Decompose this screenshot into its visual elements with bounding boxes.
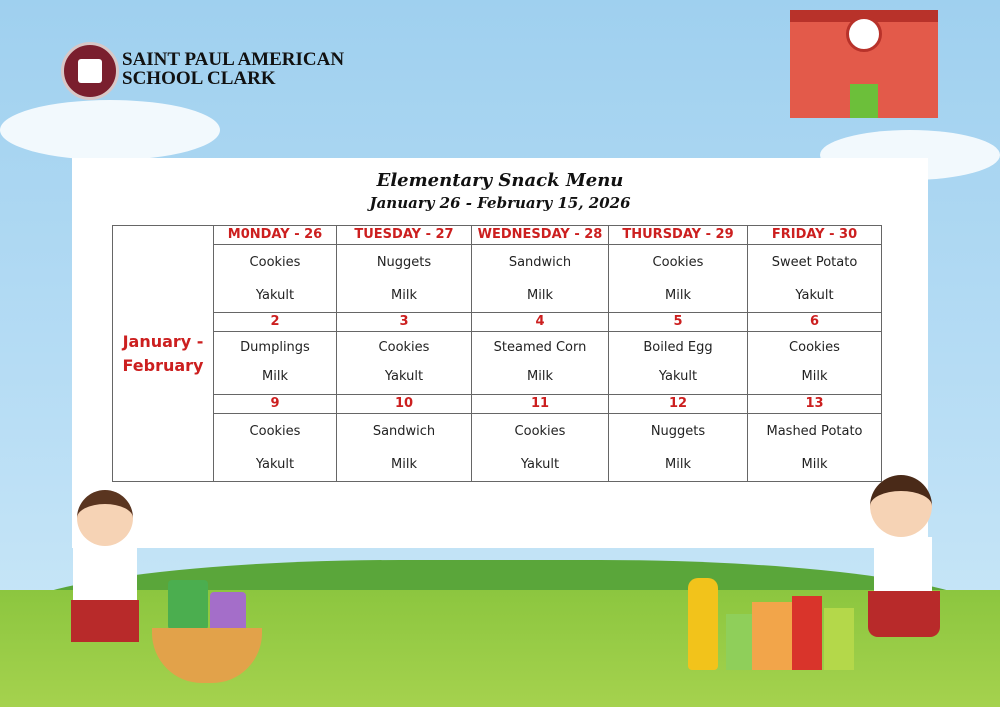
day-header: 13 [747,394,882,414]
drink-item: Milk [665,457,691,472]
girl-illustration [860,475,960,680]
snack-item: Cookies [249,424,301,439]
snack-menu-table: January - February M0NDAY - 26 TUESDAY - 2… [112,225,882,482]
snack-basket-illustration [152,580,262,685]
drink-item: Milk [527,288,553,303]
drink-item: Milk [262,369,288,384]
school-logo [61,42,119,100]
school-building-illustration [790,10,938,118]
snack-cell: Cookies Yakult [213,413,337,482]
snack-cell: Cookies Yakult [471,413,609,482]
day-header: WEDNESDAY - 28 [471,225,609,245]
drink-item: Milk [801,369,828,384]
day-header: 11 [471,394,609,414]
drink-item: Yakult [255,288,295,303]
drink-item: Yakult [658,369,698,384]
snack-row: Cookies Yakult Sandwich Milk Cookies Yakult Nu… [113,413,882,482]
school-name: SAINT PAUL AMERICAN SCHOOL CLARK [122,49,345,89]
day-header: 5 [608,312,748,332]
drink-item: Milk [391,457,417,472]
snack-item: Dumplings [240,340,310,355]
drink-item: Milk [391,288,417,303]
snack-cell: Cookies Milk [608,244,748,313]
snack-item: Cookies [789,340,840,355]
snack-item: Nuggets [650,424,706,439]
cloud [0,100,220,160]
snack-item: Cookies [514,424,566,439]
drink-item: Milk [801,457,828,472]
snack-item: Sweet Potato [771,255,858,270]
snack-item: Cookies [249,255,301,270]
day-header: 4 [471,312,609,332]
menu-dates: January 26 - February 15, 2026 [369,194,631,212]
day-header: 12 [608,394,748,414]
day-header: 3 [336,312,472,332]
drink-item: Milk [527,369,553,384]
snack-item: Cookies [652,255,704,270]
snack-cell: Cookies Yakult [336,331,472,395]
drink-item: Yakult [255,457,295,472]
snack-cell: Cookies Yakult [213,244,337,313]
snack-cell: Sweet Potato Yakult [747,244,882,313]
day-header: FRIDAY - 30 [747,225,882,245]
menu-title: Elementary Snack Menu [376,170,624,191]
drink-item: Yakult [384,369,424,384]
day-header-row: 9 10 11 12 13 [113,394,882,414]
snack-item: Mashed Potato [766,424,863,439]
day-header: 6 [747,312,882,332]
snack-row: Cookies Yakult Nuggets Milk Sandwich Milk Cook… [113,244,882,313]
snack-item: Nuggets [376,255,432,270]
day-header: 9 [213,394,337,414]
snack-item: Sandwich [372,424,436,439]
snack-cell: Cookies Milk [747,331,882,395]
day-header: 10 [336,394,472,414]
month-label: January - February [112,225,214,482]
snack-cell: Nuggets Milk [336,244,472,313]
snacks-drinks-illustration [686,578,856,673]
day-header: THURSDAY - 29 [608,225,748,245]
day-header: TUESDAY - 27 [336,225,472,245]
snack-item: Boiled Egg [643,340,713,355]
day-header: M0NDAY - 26 [213,225,337,245]
snack-cell: Sandwich Milk [336,413,472,482]
snack-cell: Nuggets Milk [608,413,748,482]
snack-cell: Steamed Corn Milk [471,331,609,395]
snack-item: Steamed Corn [493,340,587,355]
day-header-row: January - February M0NDAY - 26 TUESDAY - 2… [112,225,882,482]
snack-row: Dumplings Milk Cookies Yakult Steamed Corn Mi… [113,331,882,395]
snack-cell: Mashed Potato Milk [747,413,882,482]
snack-item: Cookies [378,340,430,355]
drink-item: Milk [665,288,691,303]
snack-cell: Dumplings Milk [213,331,337,395]
drink-item: Yakult [520,457,560,472]
snack-cell: Boiled Egg Yakult [608,331,748,395]
drink-item: Yakult [795,288,834,303]
boy-illustration [55,490,155,685]
snack-item: Sandwich [508,255,572,270]
day-header: 2 [213,312,337,332]
snack-cell: Sandwich Milk [471,244,609,313]
